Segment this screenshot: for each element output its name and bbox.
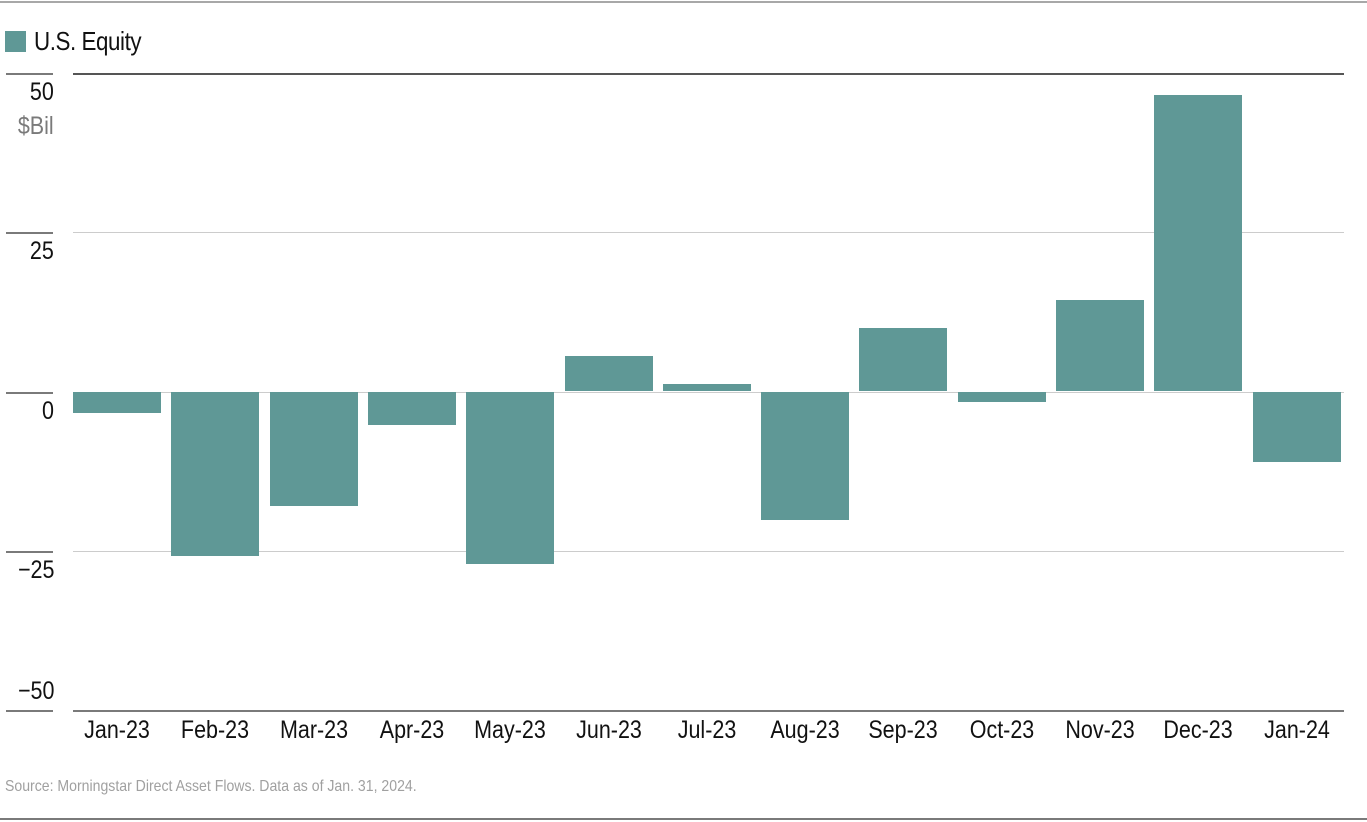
x-axis-line bbox=[73, 710, 1344, 712]
bar-sep-23 bbox=[859, 328, 948, 392]
x-tick-label: Jan-24 bbox=[1263, 716, 1330, 744]
x-tick-label: Oct-23 bbox=[969, 716, 1034, 744]
gridline bbox=[73, 392, 1344, 393]
bar-apr-23 bbox=[367, 391, 456, 426]
y-tick-label: 0 bbox=[42, 397, 54, 425]
x-tick-label: Feb-23 bbox=[181, 716, 250, 744]
x-tick-label: May-23 bbox=[474, 716, 547, 744]
x-tick-label: Apr-23 bbox=[379, 716, 445, 744]
top-rule bbox=[0, 1, 1367, 3]
gridline bbox=[73, 73, 1344, 75]
bar-mar-23 bbox=[269, 391, 358, 507]
y-tick-label: −25 bbox=[17, 556, 54, 584]
gridline bbox=[73, 232, 1344, 233]
bar-jul-23 bbox=[662, 384, 751, 392]
y-tick-label: 25 bbox=[30, 237, 54, 265]
legend-swatch bbox=[5, 31, 26, 52]
bar-jun-23 bbox=[564, 356, 653, 392]
gridline bbox=[73, 551, 1344, 552]
x-tick-label: Aug-23 bbox=[770, 716, 840, 744]
x-tick-label: Mar-23 bbox=[279, 716, 348, 744]
y-tick-mark bbox=[6, 392, 53, 394]
bar-oct-23 bbox=[957, 391, 1046, 402]
x-tick-label: Sep-23 bbox=[868, 716, 939, 744]
bottom-rule bbox=[0, 818, 1367, 820]
bar-feb-23 bbox=[171, 391, 260, 557]
legend-label: U.S. Equity bbox=[34, 26, 142, 56]
y-axis-unit: $Bil bbox=[18, 112, 54, 140]
y-tick-mark bbox=[6, 73, 53, 75]
bar-aug-23 bbox=[761, 391, 850, 521]
y-tick-mark bbox=[6, 710, 53, 712]
bar-nov-23 bbox=[1056, 300, 1144, 392]
y-tick-label: −50 bbox=[17, 677, 54, 705]
x-tick-label: Jan-23 bbox=[84, 716, 150, 744]
x-tick-label: Nov-23 bbox=[1065, 716, 1135, 744]
bar-jan-23 bbox=[73, 391, 161, 413]
x-tick-label: Dec-23 bbox=[1163, 716, 1233, 744]
bar-jan-24 bbox=[1252, 391, 1341, 462]
legend: U.S. Equity bbox=[5, 26, 159, 57]
bar-dec-23 bbox=[1154, 94, 1243, 392]
y-tick-label: 50 bbox=[30, 78, 54, 106]
source-note: Source: Morningstar Direct Asset Flows. … bbox=[5, 778, 417, 795]
x-tick-label: Jun-23 bbox=[575, 716, 642, 744]
x-tick-label: Jul-23 bbox=[677, 716, 737, 744]
y-tick-mark bbox=[6, 232, 53, 234]
y-tick-mark bbox=[6, 551, 53, 553]
bar-may-23 bbox=[466, 391, 555, 565]
